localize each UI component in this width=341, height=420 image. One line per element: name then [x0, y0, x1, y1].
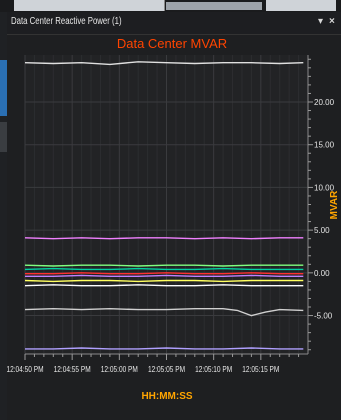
x-tick-label: 12:05:05 PM [148, 364, 185, 374]
dropdown-arrow-icon[interactable]: ▾ [318, 16, 324, 27]
y-tick-label: 20.00 [314, 98, 335, 107]
x-tick-label: 12:04:50 PM [7, 364, 44, 374]
series-group [24, 61, 304, 350]
mvar-chart: Data Center MVAR 20.00 15.00 10.00 5.00 0.00… [7, 36, 340, 402]
series-line-1 [24, 61, 304, 66]
background-toolbar [166, 2, 262, 10]
y-axis-label: MVAR [329, 190, 340, 219]
series-line-6 [25, 274, 304, 278]
background-tab[interactable] [266, 0, 336, 11]
series-line-9 [24, 307, 304, 317]
x-axis: 12:04:50 PM 12:04:55 PM 12:05:00 PM 12:05:0… [7, 354, 300, 374]
x-tick-label: 12:04:55 PM [54, 364, 91, 374]
panel-title: Data Center Reactive Power (1) [11, 16, 122, 27]
close-icon[interactable]: × [329, 16, 335, 27]
panel-header: Data Center Reactive Power (1) ▾ × [7, 12, 341, 35]
chart-area: Data Center MVAR 20.00 15.00 10.00 5.00 0.00… [7, 35, 341, 420]
y-tick-label: 15.00 [314, 141, 335, 150]
window-top-strip [0, 0, 341, 12]
series-line-2 [24, 237, 304, 240]
y-tick-label: 10.00 [314, 183, 335, 192]
dock-item[interactable] [0, 122, 7, 152]
series-line-3 [24, 264, 304, 267]
series-line-5 [25, 272, 304, 275]
series-line-7 [24, 279, 304, 283]
x-tick-label: 12:05:15 PM [242, 364, 279, 374]
y-tick-label: 5.00 [314, 226, 330, 235]
series-line-8 [24, 284, 304, 287]
y-tick-label: -5.00 [314, 312, 333, 321]
x-tick-label: 12:05:10 PM [195, 364, 232, 374]
dock-selection-highlight[interactable] [0, 60, 7, 116]
y-axis: 20.00 15.00 10.00 5.00 0.00 -5.00 [308, 58, 335, 351]
chart-title: Data Center MVAR [117, 36, 227, 51]
x-axis-label: HH:MM:SS [141, 391, 192, 402]
x-tick-label: 12:05:00 PM [101, 364, 138, 374]
y-tick-label: 0.00 [314, 269, 330, 278]
series-line-4 [24, 267, 304, 271]
background-tab[interactable] [14, 0, 165, 11]
series-line-10 [25, 347, 304, 350]
chart-panel: Data Center Reactive Power (1) ▾ × Data … [7, 12, 341, 420]
left-dock-strip [0, 12, 7, 420]
